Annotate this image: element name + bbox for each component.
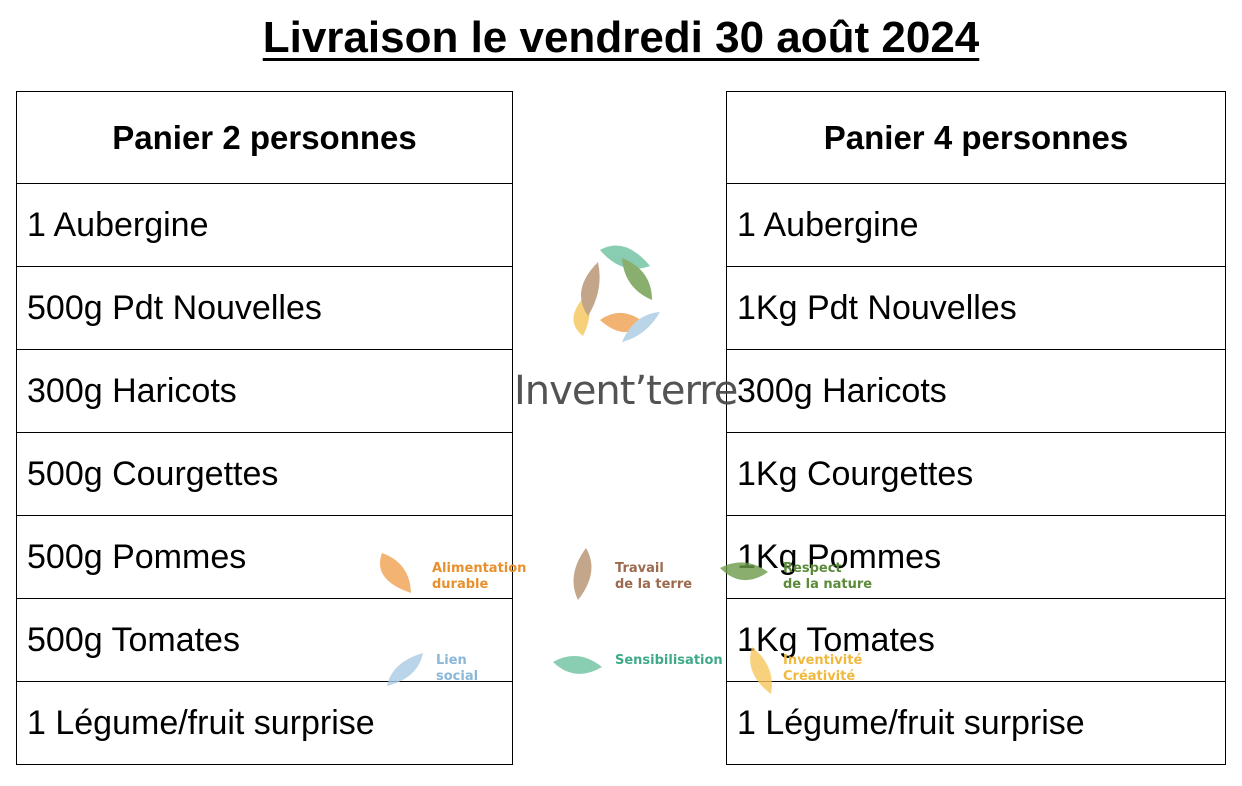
- basket-2-header: Panier 2 personnes: [16, 91, 513, 184]
- logo-leaves: [573, 245, 660, 342]
- basket-2-item: 300g Haricots: [16, 349, 513, 433]
- basket-4-item: 1 Aubergine: [726, 183, 1226, 267]
- basket-2-item: 500g Pdt Nouvelles: [16, 266, 513, 350]
- basket-4-item: 300g Haricots: [726, 349, 1226, 433]
- page-title: Livraison le vendredi 30 août 2024: [0, 8, 1242, 68]
- basket-4-table: Panier 4 personnes 1 Aubergine 1Kg Pdt N…: [726, 91, 1226, 765]
- basket-2-table: Panier 2 personnes 1 Aubergine 500g Pdt …: [16, 91, 513, 765]
- basket-2-item: 500g Pommes: [16, 515, 513, 599]
- basket-4-item: 1Kg Pdt Nouvelles: [726, 266, 1226, 350]
- basket-4-item: 1 Légume/fruit surprise: [726, 681, 1226, 765]
- basket-2-item: 500g Courgettes: [16, 432, 513, 516]
- value-sensibilisation: Sensibilisation: [615, 653, 723, 668]
- value-travail: Travail de la terre: [615, 561, 693, 592]
- basket-2-item: 500g Tomates: [16, 598, 513, 682]
- basket-2-item: 1 Légume/fruit surprise: [16, 681, 513, 765]
- title-text: Livraison le vendredi 30 août 2024: [262, 13, 980, 62]
- basket-2-item: 1 Aubergine: [16, 183, 513, 267]
- basket-4-header: Panier 4 personnes: [726, 91, 1226, 184]
- basket-4-item: 1Kg Pommes: [726, 515, 1226, 599]
- logo-text: Invent’terre: [514, 368, 738, 414]
- basket-4-item: 1Kg Tomates: [726, 598, 1226, 682]
- basket-4-item: 1Kg Courgettes: [726, 432, 1226, 516]
